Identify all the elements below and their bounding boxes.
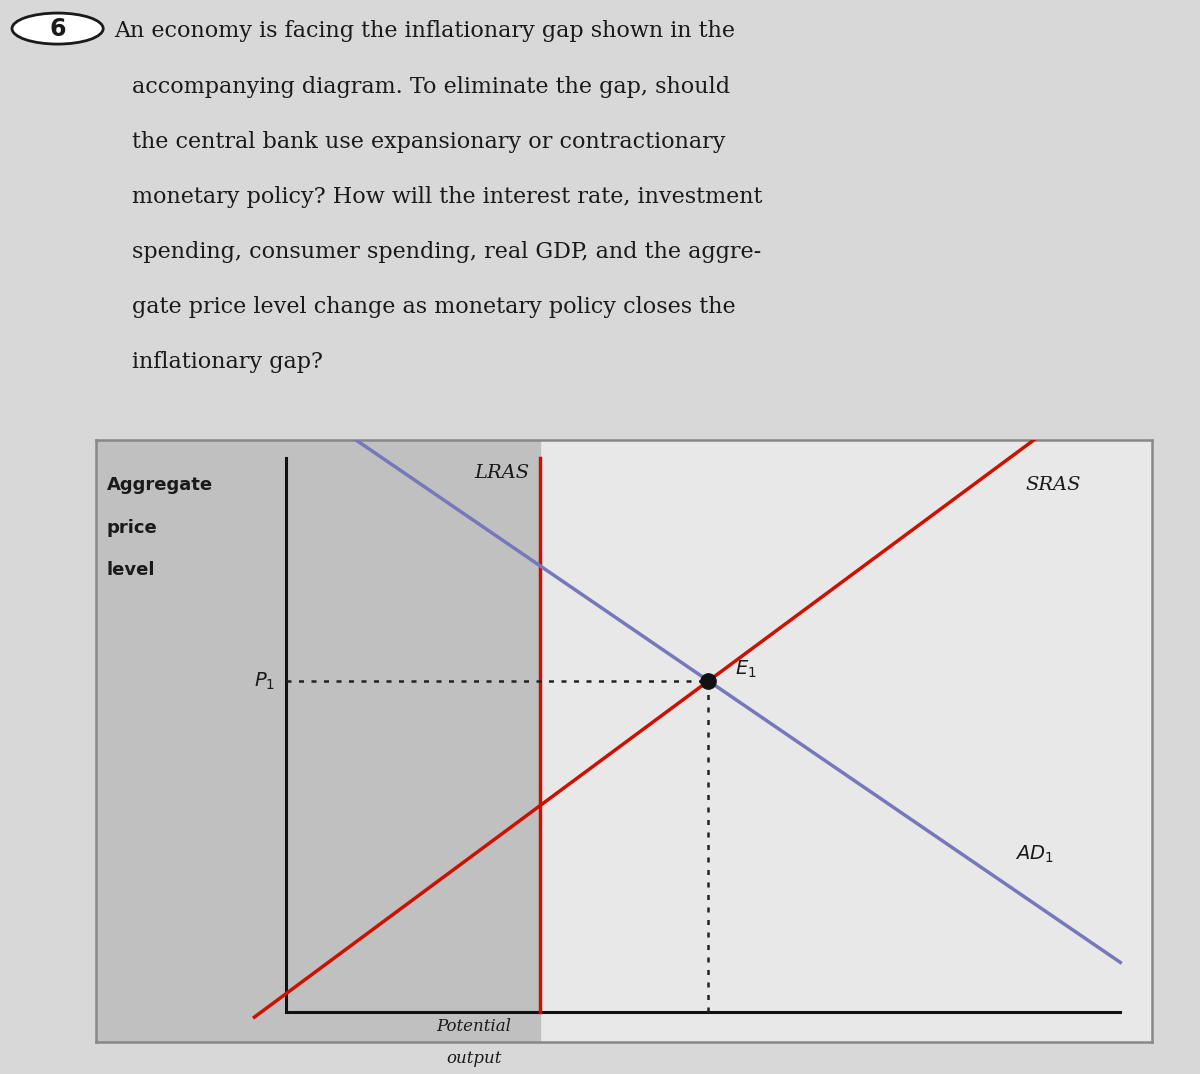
- Circle shape: [12, 13, 103, 44]
- Text: 6: 6: [49, 16, 66, 41]
- Text: SRAS: SRAS: [1025, 477, 1081, 494]
- Text: Potential: Potential: [436, 1018, 511, 1035]
- Text: $E_1$: $E_1$: [734, 658, 756, 680]
- Text: gate price level change as monetary policy closes the: gate price level change as monetary poli…: [132, 296, 736, 318]
- Text: spending, consumer spending, real GDP, and the aggre-: spending, consumer spending, real GDP, a…: [132, 241, 761, 263]
- Text: $P_1$: $P_1$: [254, 670, 276, 692]
- Text: the central bank use expansionary or contractionary: the central bank use expansionary or con…: [132, 131, 726, 153]
- Text: monetary policy? How will the interest rate, investment: monetary policy? How will the interest r…: [132, 186, 762, 207]
- Text: Aggregate: Aggregate: [107, 477, 212, 494]
- Text: inflationary gap?: inflationary gap?: [132, 351, 323, 373]
- Text: price: price: [107, 519, 157, 537]
- Text: output: output: [446, 1050, 502, 1068]
- Text: LRAS: LRAS: [474, 464, 529, 482]
- Text: An economy is facing the inflationary gap shown in the: An economy is facing the inflationary ga…: [114, 20, 734, 42]
- Bar: [96, 440, 540, 1042]
- Text: level: level: [107, 561, 155, 579]
- Text: $AD_1$: $AD_1$: [1015, 843, 1054, 865]
- Text: accompanying diagram. To eliminate the gap, should: accompanying diagram. To eliminate the g…: [132, 75, 730, 98]
